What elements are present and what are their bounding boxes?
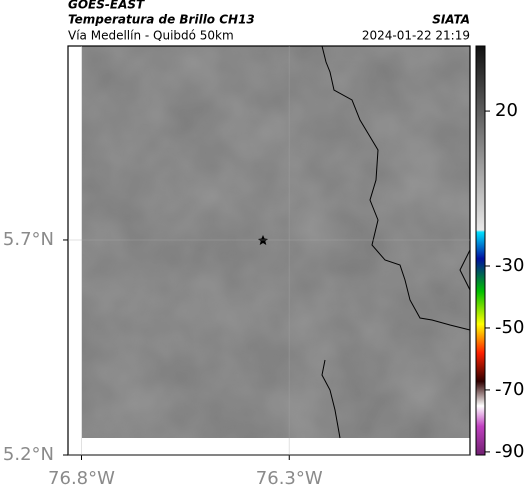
brand: SIATA xyxy=(432,13,470,27)
x-tick-label: 76.8°W xyxy=(48,468,115,489)
colorbar-tick-label: -90 xyxy=(495,441,524,462)
title: Temperatura de Brillo CH13 xyxy=(68,13,255,27)
border-line xyxy=(321,45,471,331)
datetime: 2024-01-22 21:19 xyxy=(362,29,470,43)
border-line xyxy=(459,249,471,291)
colorbar-tick-label: -50 xyxy=(495,317,524,338)
colorbar-tick-label: 20 xyxy=(495,100,518,121)
x-tick-label: 76.3°W xyxy=(256,468,323,489)
colorbar xyxy=(475,45,486,456)
y-tick-label: 5.7°N xyxy=(3,229,54,250)
colorbar-tick-label: -30 xyxy=(495,255,524,276)
location-star xyxy=(258,235,268,245)
colorbar-tick-label: -70 xyxy=(495,379,524,400)
border-line xyxy=(321,359,341,439)
y-tick-label: 5.2°N xyxy=(3,444,54,465)
cloud-texture xyxy=(82,46,470,438)
source: GOES-EAST xyxy=(68,0,145,12)
subtitle: Vía Medellín - Quibdó 50km xyxy=(68,29,234,43)
map-frame xyxy=(67,45,471,456)
